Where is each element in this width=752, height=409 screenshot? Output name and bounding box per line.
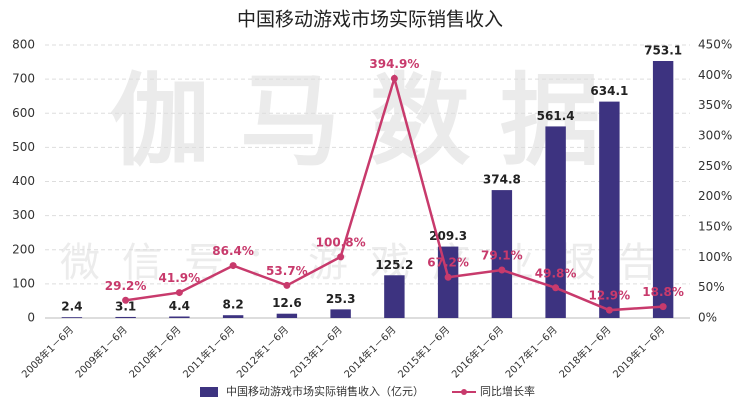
y-tick-label: 500 bbox=[12, 140, 35, 154]
y-tick-label: 400 bbox=[12, 174, 35, 188]
x-tick-label: 2012年1－6月 bbox=[234, 323, 291, 380]
line-marker bbox=[444, 273, 452, 281]
line-value-label: 100.8% bbox=[316, 235, 366, 249]
line-value-label: 12.9% bbox=[589, 289, 631, 303]
x-tick-label: 2008年1－6月 bbox=[19, 323, 76, 380]
watermark: 微信号：游戏产业报告 bbox=[60, 240, 680, 286]
line-value-label: 29.2% bbox=[105, 279, 147, 293]
bar bbox=[222, 315, 244, 318]
y-tick-label: 200 bbox=[12, 242, 35, 256]
bar-value-label: 634.1 bbox=[590, 84, 628, 98]
bar bbox=[169, 316, 190, 318]
bar-value-label: 3.1 bbox=[115, 299, 136, 313]
line-marker bbox=[283, 281, 291, 289]
x-tick-label: 2018年1－6月 bbox=[556, 323, 613, 380]
y2-tick-label: 450% bbox=[698, 38, 732, 52]
bar bbox=[61, 317, 83, 318]
line-marker bbox=[659, 303, 667, 311]
bar bbox=[545, 126, 566, 319]
x-tick-label: 2009年1－6月 bbox=[72, 323, 129, 380]
x-tick-label: 2016年1－6月 bbox=[449, 323, 506, 380]
bar-value-label: 12.6 bbox=[272, 296, 302, 310]
legend-label: 中国移动游戏市场实际销售收入（亿元） bbox=[226, 384, 424, 398]
line-marker bbox=[552, 284, 560, 292]
x-tick-label: 2011年1－6月 bbox=[180, 323, 237, 380]
watermark: 伽马数据 bbox=[110, 62, 630, 179]
y2-tick-label: 50% bbox=[698, 280, 725, 294]
y-tick-label: 600 bbox=[12, 106, 35, 120]
line-marker bbox=[229, 262, 237, 270]
y2-tick-label: 350% bbox=[698, 98, 732, 112]
line-marker bbox=[337, 253, 345, 261]
line-marker bbox=[498, 266, 506, 274]
bar bbox=[276, 313, 298, 318]
bar-value-label: 4.4 bbox=[169, 299, 190, 313]
x-tick-label: 2013年1－6月 bbox=[287, 323, 344, 380]
x-tick-label: 2019年1－6月 bbox=[610, 323, 667, 380]
y2-tick-label: 100% bbox=[698, 250, 732, 264]
legend-label: 同比增长率 bbox=[480, 384, 535, 398]
bar-value-label: 8.2 bbox=[222, 298, 243, 312]
line-marker bbox=[175, 289, 183, 297]
bar bbox=[652, 61, 674, 318]
legend-swatch bbox=[200, 387, 218, 397]
line-value-label: 394.9% bbox=[369, 57, 419, 71]
line-marker bbox=[605, 306, 613, 314]
bar-value-label: 753.1 bbox=[644, 44, 682, 58]
y2-tick-label: 300% bbox=[698, 129, 732, 143]
line-value-label: 79.1% bbox=[481, 249, 523, 263]
line-value-label: 41.9% bbox=[159, 271, 201, 285]
bar bbox=[437, 246, 459, 318]
x-tick-label: 2014年1－6月 bbox=[341, 323, 398, 380]
chart-title: 中国移动游戏市场实际销售收入 bbox=[237, 9, 503, 31]
line-value-label: 49.8% bbox=[535, 266, 577, 280]
y2-tick-label: 200% bbox=[698, 189, 732, 203]
y-tick-label: 0 bbox=[27, 311, 35, 325]
bar-value-label: 125.2 bbox=[375, 258, 413, 272]
bar bbox=[115, 316, 136, 318]
bar bbox=[330, 309, 351, 318]
y-tick-label: 700 bbox=[12, 72, 35, 86]
line-marker bbox=[390, 74, 398, 82]
y2-tick-label: 400% bbox=[698, 68, 732, 82]
line-value-label: 53.7% bbox=[266, 264, 308, 278]
legend-swatch bbox=[461, 389, 467, 395]
bar-value-label: 2.4 bbox=[61, 300, 82, 314]
line-value-label: 18.8% bbox=[642, 285, 684, 299]
line-value-label: 86.4% bbox=[212, 244, 254, 258]
bar-value-label: 374.8 bbox=[483, 173, 521, 187]
x-tick-label: 2017年1－6月 bbox=[502, 323, 559, 380]
line-marker bbox=[122, 296, 130, 304]
x-tick-label: 2015年1－6月 bbox=[395, 323, 452, 380]
bar bbox=[599, 101, 620, 318]
y2-tick-label: 250% bbox=[698, 159, 732, 173]
bar bbox=[384, 275, 405, 318]
bar bbox=[491, 190, 513, 318]
y-tick-label: 800 bbox=[12, 38, 35, 52]
line-value-label: 67.2% bbox=[427, 256, 469, 270]
bar-value-label: 25.3 bbox=[326, 292, 356, 306]
y-tick-label: 100 bbox=[12, 276, 35, 290]
y2-tick-label: 150% bbox=[698, 220, 732, 234]
bar-value-label: 561.4 bbox=[537, 109, 575, 123]
y-tick-label: 300 bbox=[12, 208, 35, 222]
x-tick-label: 2010年1－6月 bbox=[126, 323, 183, 380]
y2-tick-label: 0% bbox=[698, 311, 717, 325]
